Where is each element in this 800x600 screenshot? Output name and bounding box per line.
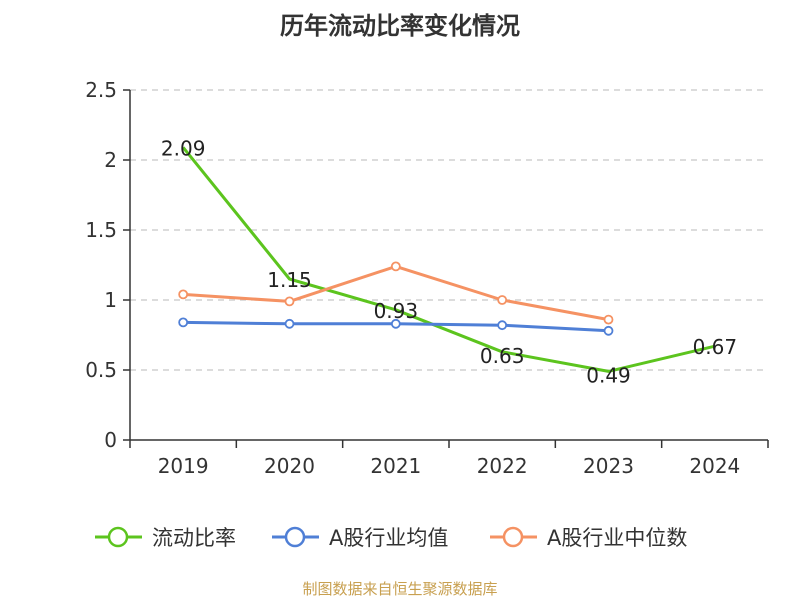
series-1-point-2019	[178, 317, 189, 328]
data-label-2024: 0.67	[693, 335, 738, 359]
source-note: 制图数据来自恒生聚源数据库	[302, 580, 498, 598]
legend-item-1[interactable]: A股行业均值	[272, 526, 448, 550]
x-tick-label-2021: 2021	[370, 454, 421, 478]
series-2-point-2022	[497, 295, 508, 305]
y-tick-label-3: 1.5	[85, 218, 117, 242]
legend-swatch-marker-1	[284, 526, 306, 548]
x-tick-label-2019: 2019	[158, 454, 209, 478]
legend-item-2[interactable]: A股行业中位数	[490, 526, 687, 550]
y-tick-label-2: 1	[104, 288, 117, 312]
legend-swatch-marker-2	[502, 526, 524, 548]
grid-lines	[130, 89, 768, 371]
legend-label-0: 流动比率	[152, 526, 236, 550]
data-label-2023: 0.49	[586, 363, 631, 387]
data-labels: 2.09 1.15 0.93 0.63 0.49 0.67	[161, 136, 737, 387]
data-label-2022: 0.63	[480, 344, 525, 368]
legend-label-1: A股行业均值	[329, 526, 448, 550]
legend-item-0[interactable]: 流动比率	[95, 526, 236, 550]
axes: 0 0.5 1 1.5 2 2.5 2019 2020 2021 2022 2023 2024	[85, 78, 769, 478]
x-tick-label-2022: 2022	[477, 454, 528, 478]
data-label-2021: 0.93	[374, 299, 419, 323]
series-2-point-2020	[284, 296, 295, 307]
y-tick-label-4: 2	[104, 148, 117, 172]
series-1-point-2021	[390, 318, 401, 329]
data-label-2019: 2.09	[161, 136, 206, 160]
series-1-point-2023	[603, 325, 614, 336]
series-2-point-2019	[178, 289, 189, 300]
series-2-point-2023	[603, 314, 614, 325]
x-tick-label-2020: 2020	[264, 454, 315, 478]
y-tick-label-1: 0.5	[85, 358, 117, 382]
data-label-2020: 1.15	[267, 268, 312, 292]
legend-swatch-marker-0	[107, 526, 129, 548]
x-tick-label-2023: 2023	[583, 454, 634, 478]
series-group	[178, 146, 716, 373]
y-tick-label-0: 0	[104, 428, 117, 452]
legend-label-2: A股行业中位数	[547, 526, 687, 550]
series-1-point-2020	[284, 318, 295, 329]
series-2-point-2021	[390, 261, 401, 272]
legend[interactable]: 流动比率 A股行业均值 A股行业中位数	[95, 526, 687, 550]
series-line-0	[181, 146, 716, 373]
series-1-point-2022	[497, 320, 508, 331]
x-tick-label-2024: 2024	[689, 454, 740, 478]
y-tick-label-5: 2.5	[85, 78, 117, 102]
chart-title: 历年流动比率变化情况	[280, 12, 520, 40]
